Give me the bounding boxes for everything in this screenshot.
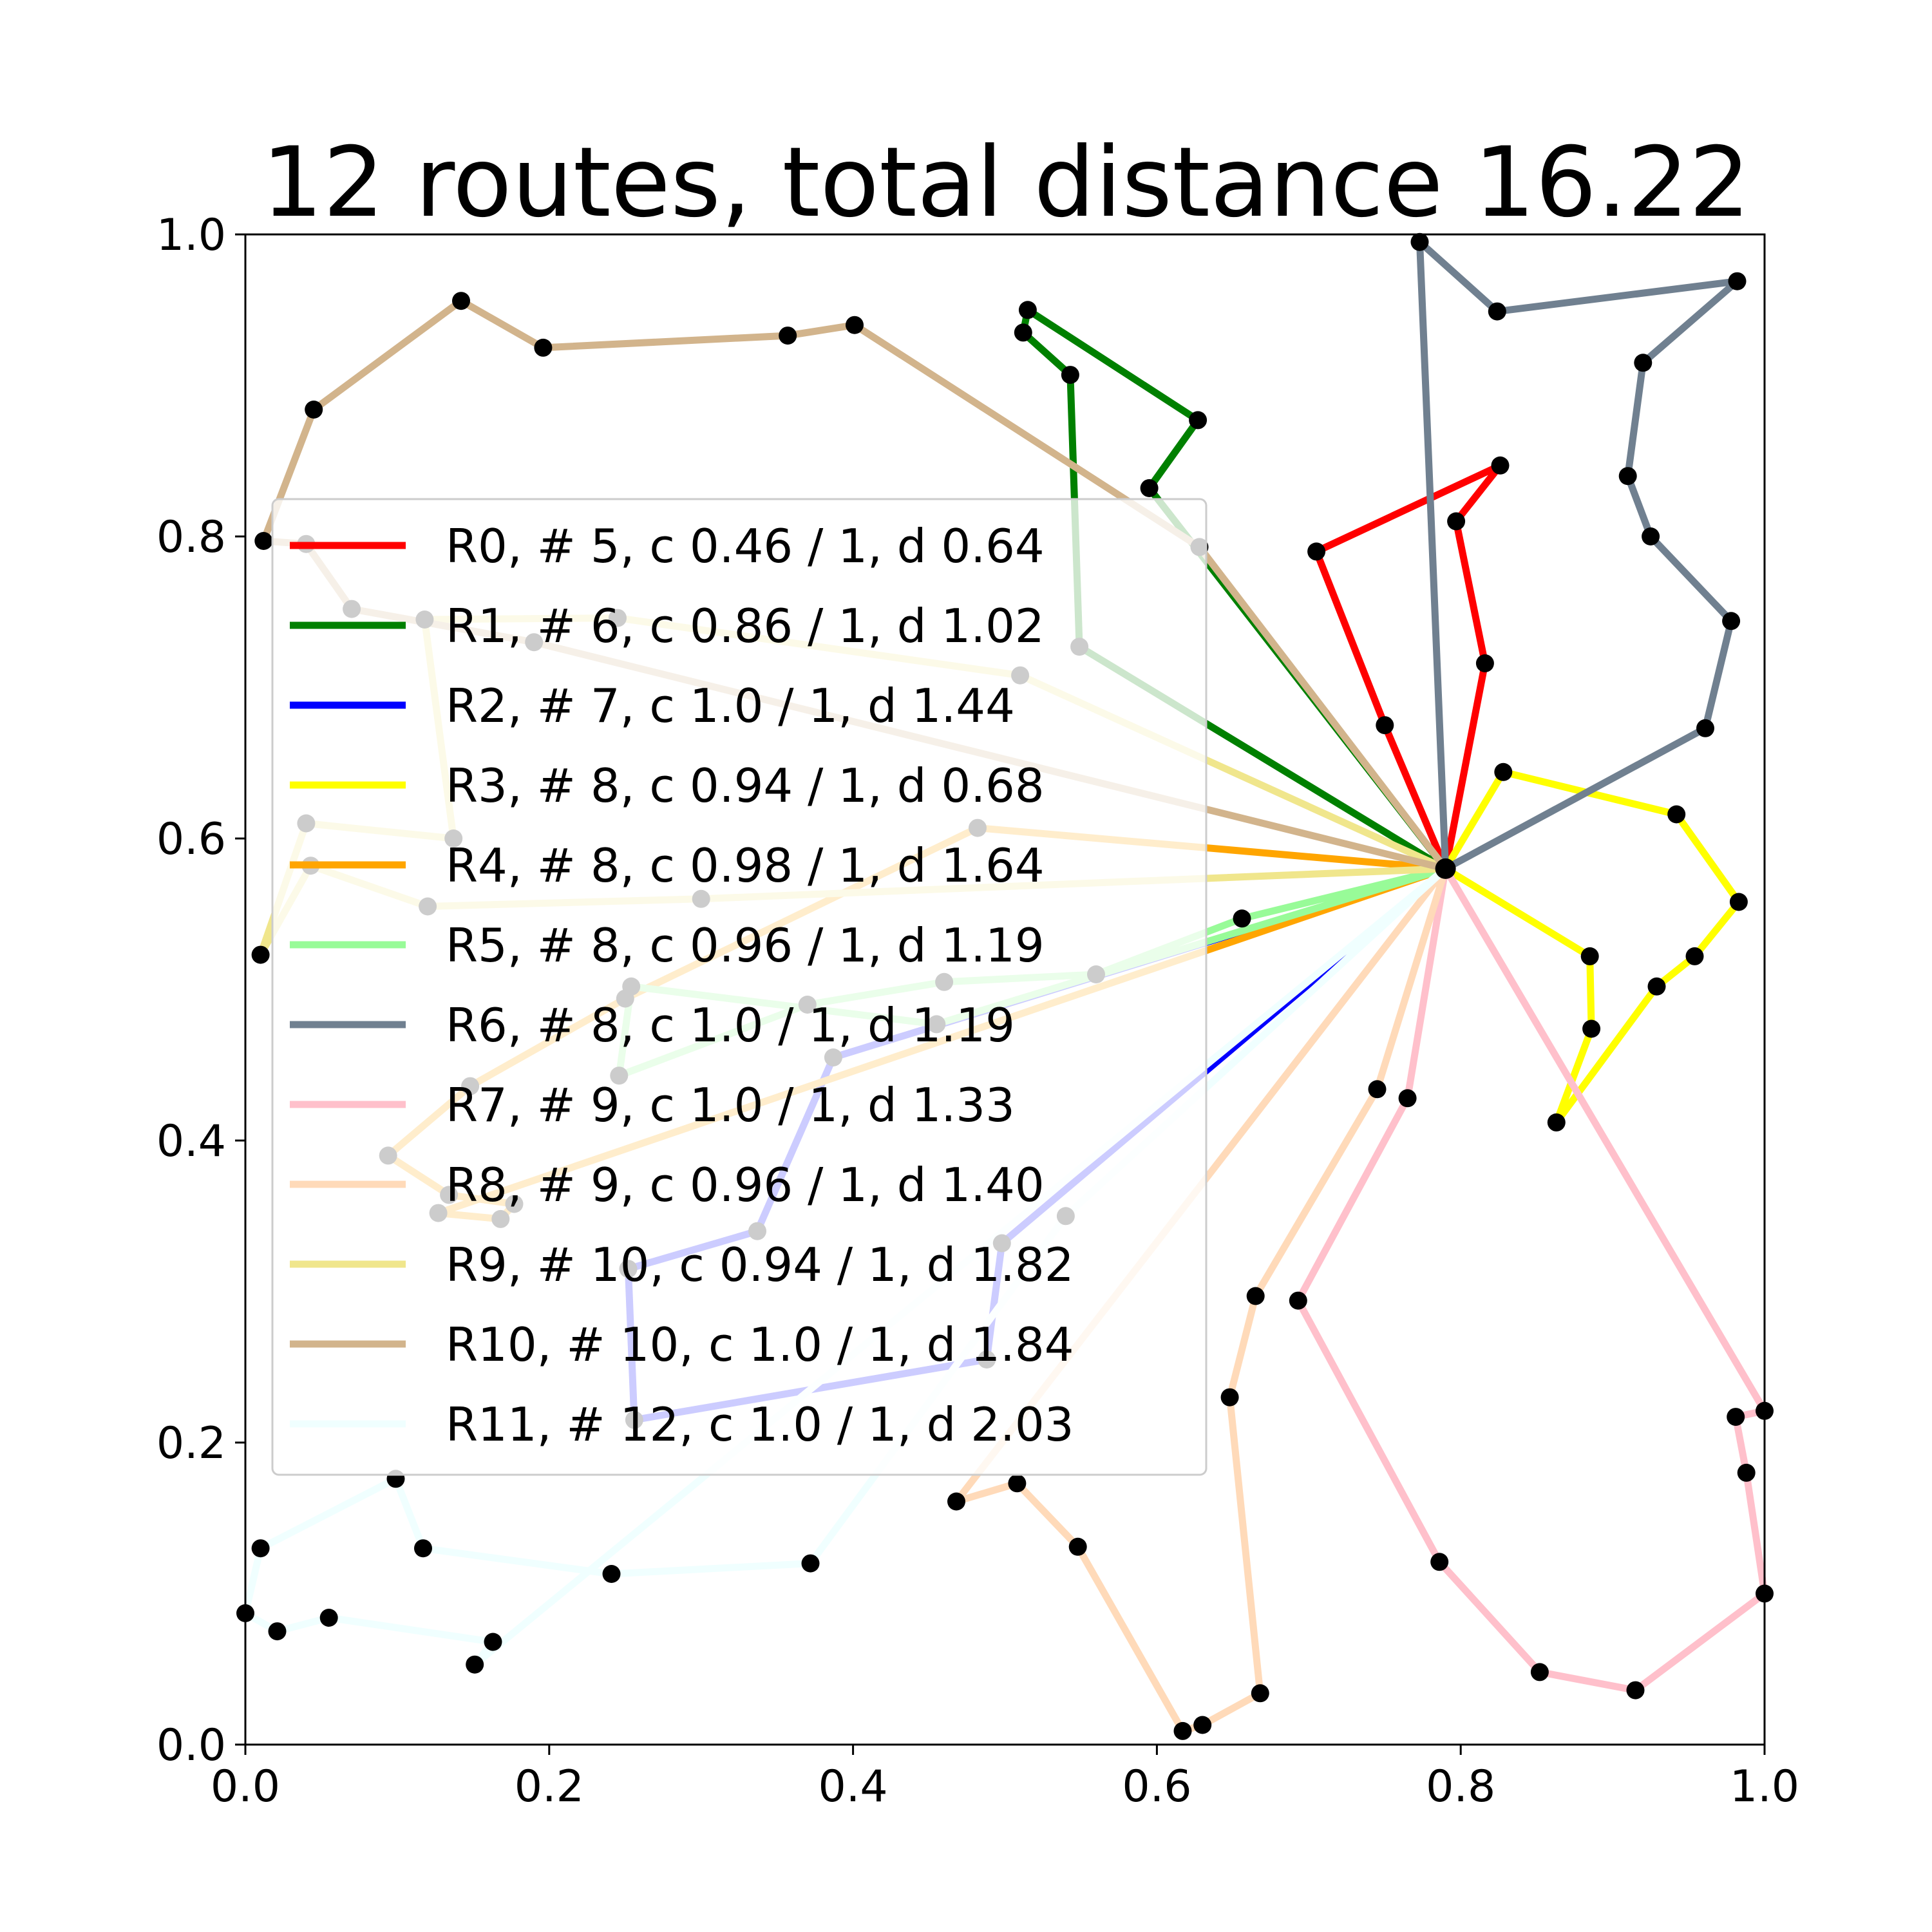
customer-point-r11-9 <box>484 1633 502 1651</box>
customer-point-r9-5 <box>251 945 270 964</box>
x-tick-label-5: 1.0 <box>1730 1761 1799 1812</box>
customer-point-r11-7 <box>268 1622 287 1641</box>
customer-point-r10-5 <box>305 401 323 419</box>
customer-point-r10-2 <box>779 327 797 345</box>
customer-point-r0-1 <box>1307 542 1326 561</box>
legend-label-r4: R4, # 8, c 0.98 / 1, d 1.64 <box>446 838 1045 893</box>
customer-point-r0-2 <box>1491 456 1510 475</box>
customer-point-r3-7 <box>1580 947 1599 965</box>
legend-label-r2: R2, # 7, c 1.0 / 1, d 1.44 <box>446 679 1015 733</box>
customer-point-r8-7 <box>1008 1474 1027 1493</box>
customer-point-r8-2 <box>1220 1388 1239 1406</box>
customer-point-r1-3 <box>1018 301 1037 319</box>
customer-point-r8-4 <box>1193 1716 1212 1734</box>
x-tick-label-2: 0.4 <box>819 1761 888 1812</box>
x-tick-label-1: 0.2 <box>515 1761 584 1812</box>
legend-label-r10: R10, # 10, c 1.0 / 1, d 1.84 <box>446 1318 1074 1372</box>
customer-point-r5-0 <box>1233 909 1251 928</box>
customer-point-r0-0 <box>1376 716 1394 735</box>
legend-label-r3: R3, # 8, c 0.94 / 1, d 0.68 <box>446 759 1045 813</box>
customer-point-r10-3 <box>534 338 553 357</box>
legend-label-r11: R11, # 12, c 1.0 / 1, d 2.03 <box>446 1397 1074 1452</box>
legend-label-r8: R8, # 9, c 0.96 / 1, d 1.40 <box>446 1158 1045 1212</box>
route-line-r6 <box>1416 238 1741 872</box>
y-tick-label-3: 0.6 <box>156 814 226 865</box>
customer-point-r6-6 <box>1722 612 1741 630</box>
customer-point-r8-8 <box>947 1492 965 1511</box>
customer-point-r6-5 <box>1642 527 1660 545</box>
x-tick-label-4: 0.8 <box>1426 1761 1495 1812</box>
customer-point-r7-6 <box>1737 1463 1756 1482</box>
customer-point-r3-4 <box>1647 977 1666 996</box>
legend-label-r9: R9, # 10, c 0.94 / 1, d 1.82 <box>446 1238 1074 1292</box>
customer-point-r11-10 <box>466 1655 484 1674</box>
customer-point-r0-3 <box>1447 512 1466 531</box>
route-line-r7 <box>1294 867 1768 1694</box>
customer-point-r7-4 <box>1626 1681 1645 1700</box>
customer-point-r3-0 <box>1494 762 1513 781</box>
customer-point-r6-0 <box>1410 232 1429 251</box>
customer-point-r8-5 <box>1173 1721 1192 1740</box>
legend-box <box>271 498 1208 1476</box>
customer-point-r3-2 <box>1729 893 1748 911</box>
legend-label-r0: R0, # 5, c 0.46 / 1, d 0.64 <box>446 519 1045 573</box>
customer-point-r6-4 <box>1618 467 1637 486</box>
customer-point-r10-6 <box>254 532 273 550</box>
y-tick-label-1: 0.2 <box>156 1418 226 1469</box>
customer-point-r6-2 <box>1728 272 1747 290</box>
y-tick-label-5: 1.0 <box>156 210 226 261</box>
plot-frame <box>244 233 1766 1746</box>
customer-point-r3-3 <box>1685 947 1704 965</box>
customer-point-r7-7 <box>1727 1408 1745 1426</box>
chart-title: 12 routes, total distance 16.22 <box>261 127 1750 239</box>
axes: 0.0 0.2 0.4 0.6 0.8 1.0 0.0 0.2 0.4 0.6 0.8 1.0 <box>156 210 1799 1812</box>
customer-point-r10-1 <box>846 316 864 334</box>
legend: R0, # 5, c 0.46 / 1, d 0.64 R1, # 6, c 0.… <box>271 498 1208 1476</box>
customer-point-r8-6 <box>1068 1537 1087 1556</box>
y-tick-label-0: 0.0 <box>156 1720 226 1771</box>
customer-point-r3-6 <box>1582 1019 1601 1038</box>
customer-point-r1-2 <box>1014 323 1032 342</box>
customer-point-r3-1 <box>1667 805 1686 824</box>
customer-point-r6-1 <box>1488 302 1506 321</box>
customer-point-r3-5 <box>1547 1113 1566 1132</box>
legend-label-r5: R5, # 8, c 0.96 / 1, d 1.19 <box>446 918 1045 972</box>
x-tick-label-3: 0.6 <box>1122 1761 1191 1812</box>
customer-point-r7-3 <box>1530 1663 1549 1681</box>
customer-point-r11-3 <box>414 1539 432 1558</box>
customer-point-r11-8 <box>319 1609 338 1627</box>
customer-point-r7-2 <box>1430 1553 1449 1571</box>
customer-point-r10-4 <box>452 292 470 310</box>
customer-point-r0-4 <box>1475 654 1494 672</box>
customer-point-r1-1 <box>1061 366 1079 384</box>
customer-point-r11-2 <box>602 1565 621 1583</box>
customer-point-r1-5 <box>1140 479 1159 497</box>
legend-label-r7: R7, # 9, c 1.0 / 1, d 1.33 <box>446 1078 1015 1132</box>
customer-point-r6-3 <box>1634 354 1653 372</box>
customer-point-r7-0 <box>1398 1089 1417 1108</box>
customer-point-r11-1 <box>801 1554 820 1573</box>
customer-point-r8-0 <box>1368 1080 1387 1099</box>
customer-point-r1-4 <box>1189 411 1208 430</box>
legend-label-r1: R1, # 6, c 0.86 / 1, d 1.02 <box>446 599 1045 653</box>
y-tick-label-4: 0.8 <box>156 512 226 563</box>
customer-point-r11-5 <box>251 1539 270 1558</box>
depot-point <box>1435 858 1456 879</box>
customer-point-r8-3 <box>1251 1684 1269 1703</box>
legend-label-r6: R6, # 8, c 1.0 / 1, d 1.19 <box>446 998 1015 1052</box>
customer-point-r7-1 <box>1289 1291 1307 1310</box>
customer-point-r8-1 <box>1246 1287 1265 1305</box>
y-tick-label-2: 0.4 <box>156 1116 226 1167</box>
x-tick-label-0: 0.0 <box>211 1761 280 1812</box>
customer-point-r6-7 <box>1696 719 1714 737</box>
